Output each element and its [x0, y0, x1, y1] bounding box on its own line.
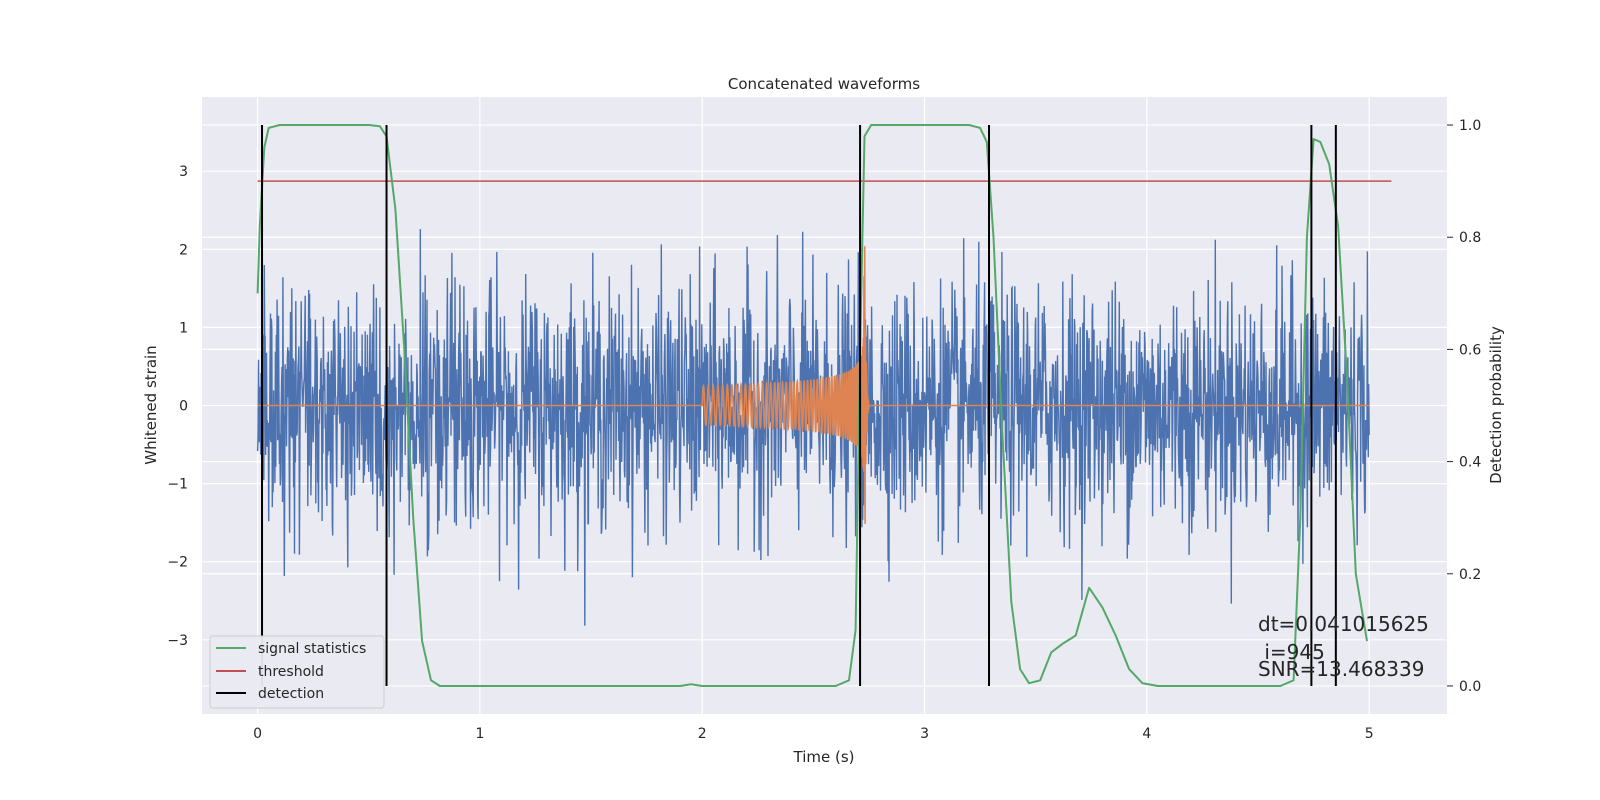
series-signal-statistics — [256, 124, 1368, 687]
chart-title: Concatenated waveforms — [728, 75, 920, 93]
x-axis-label: Time (s) — [793, 748, 855, 766]
y-left-tick-label: −3 — [167, 633, 188, 649]
ticks: 0 1 2 3 4 5 −3 −2 −1 0 1 2 3 0.0 0.2 0.4 0.6 0.8 1.0 — [167, 118, 1481, 742]
x-tick-label: 3 — [920, 726, 929, 742]
y-left-tick-label: −1 — [167, 477, 188, 493]
y-axis-label-right: Detection probability — [1487, 326, 1505, 484]
x-tick-label: 0 — [253, 726, 262, 742]
y-left-tick-label: 0 — [179, 399, 188, 415]
y-axis-label-left: Whitened strain — [142, 345, 160, 464]
y-left-tick-label: 3 — [179, 164, 188, 180]
y-right-tick-label: 0.4 — [1459, 455, 1481, 471]
annotation-snr: SNR=13.468339 — [1258, 657, 1424, 681]
y-right-tick-label: 0.0 — [1459, 679, 1481, 695]
x-tick-label: 1 — [475, 726, 484, 742]
legend-box — [209, 635, 385, 709]
annotation-dt: dt=0.041015625 — [1258, 612, 1429, 636]
data-layer — [256, 124, 1392, 687]
y-left-tick-label: 2 — [179, 242, 188, 258]
y-left-tick-label: 1 — [179, 320, 188, 336]
y-right-tick-label: 0.6 — [1459, 342, 1481, 358]
legend: signal statistics threshold detection — [209, 635, 385, 709]
y-right-tick-label: 1.0 — [1459, 118, 1481, 134]
y-right-tick-label: 0.2 — [1459, 567, 1481, 583]
annotations: dt=0.041015625 i=945 SNR=13.468339 — [1258, 612, 1429, 681]
x-tick-label: 5 — [1365, 726, 1374, 742]
x-tick-label: 4 — [1142, 726, 1151, 742]
y-right-tick-label: 0.8 — [1459, 230, 1481, 246]
legend-label-threshold: threshold — [258, 664, 324, 680]
annotation-index: i=945 — [1258, 640, 1325, 664]
legend-label-signal-statistics: signal statistics — [258, 641, 366, 657]
y-left-tick-label: −2 — [167, 555, 188, 571]
legend-label-detection: detection — [258, 686, 324, 702]
series-injected-waveform — [257, 246, 1370, 524]
x-tick-label: 2 — [698, 726, 707, 742]
